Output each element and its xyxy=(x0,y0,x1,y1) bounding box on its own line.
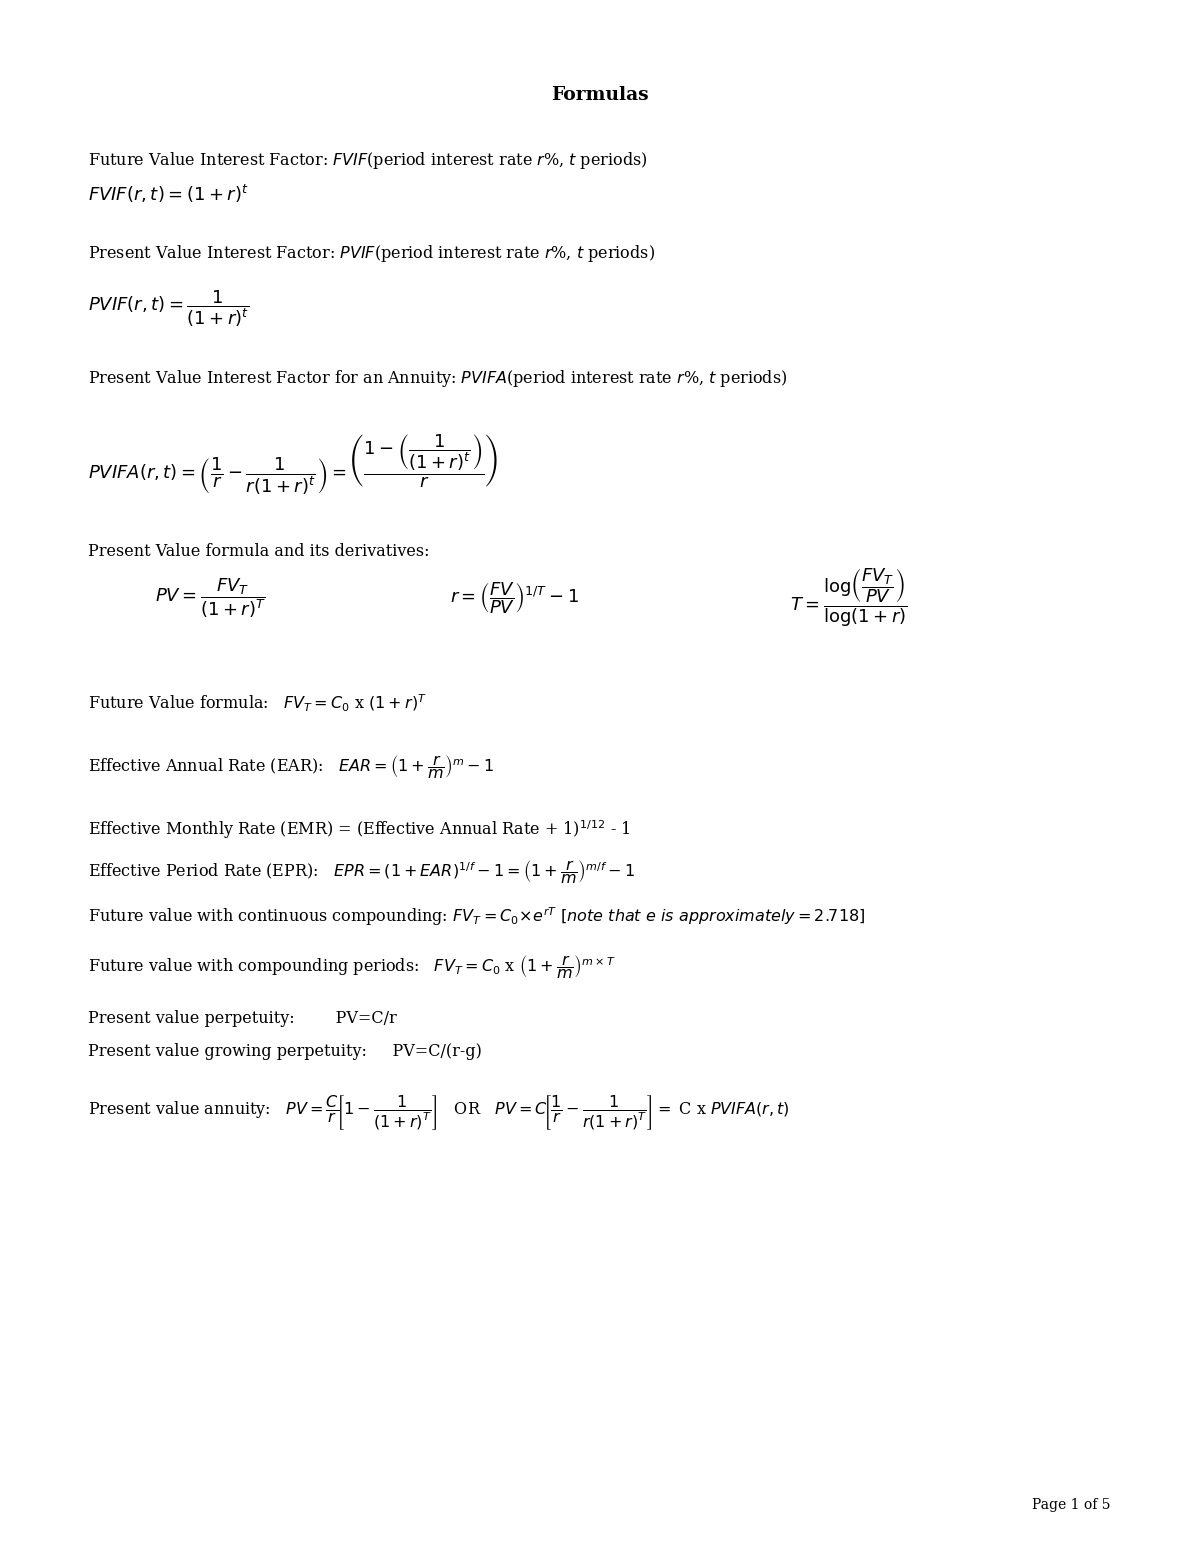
Text: Formulas: Formulas xyxy=(551,85,649,104)
Text: $\mathit{FVIF}(r,t) = (1+r)^{t}$: $\mathit{FVIF}(r,t) = (1+r)^{t}$ xyxy=(88,183,248,205)
Text: Present value perpetuity:        PV=C/r: Present value perpetuity: PV=C/r xyxy=(88,1009,397,1027)
Text: Effective Annual Rate (EAR):   $EAR = \left(1 + \dfrac{r}{m}\right)^{m} - 1$: Effective Annual Rate (EAR): $EAR = \lef… xyxy=(88,753,494,781)
Text: $T = \dfrac{\log\!\left(\dfrac{FV_{T}}{PV}\right)}{\log(1+r)}$: $T = \dfrac{\log\!\left(\dfrac{FV_{T}}{P… xyxy=(790,567,907,629)
Text: Present Value formula and its derivatives:: Present Value formula and its derivative… xyxy=(88,544,430,561)
Text: $\mathit{PVIF}(r,t) = \dfrac{1}{(1+r)^{t}}$: $\mathit{PVIF}(r,t) = \dfrac{1}{(1+r)^{t… xyxy=(88,287,250,329)
Text: $\mathit{PVIFA}(r,t) = \left(\dfrac{1}{r} - \dfrac{1}{r(1+r)^{t}}\right) = \left: $\mathit{PVIFA}(r,t) = \left(\dfrac{1}{r… xyxy=(88,433,498,497)
Text: Future value with continuous compounding: $FV_{T} = C_{0}\!\times\! e^{rT}$ $\ma: Future value with continuous compounding… xyxy=(88,905,865,927)
Text: Future Value formula:   $FV_{T} = C_{0}$ x $(1+r)^{T}$: Future Value formula: $FV_{T} = C_{0}$ x… xyxy=(88,693,427,714)
Text: $r = \left(\dfrac{FV}{PV}\right)^{1/T} - 1$: $r = \left(\dfrac{FV}{PV}\right)^{1/T} -… xyxy=(450,581,580,617)
Text: Effective Monthly Rate (EMR) = (Effective Annual Rate + 1)$^{1/12}$ - 1: Effective Monthly Rate (EMR) = (Effectiv… xyxy=(88,818,630,840)
Text: Page 1 of 5: Page 1 of 5 xyxy=(1032,1499,1110,1513)
Text: Effective Period Rate (EPR):   $EPR = (1 + EAR)^{1/f} - 1 = \left(1 + \dfrac{r}{: Effective Period Rate (EPR): $EPR = (1 +… xyxy=(88,857,635,887)
Text: Present value growing perpetuity:     PV=C/(r-g): Present value growing perpetuity: PV=C/(… xyxy=(88,1044,482,1061)
Text: Present value annuity:   $PV = \dfrac{C}{r}\!\left[1 - \dfrac{1}{(1+r)^{T}}\righ: Present value annuity: $PV = \dfrac{C}{r… xyxy=(88,1093,790,1132)
Text: Future Value Interest Factor: $\mathit{FVIF}$(period interest rate $r$%, $t$ per: Future Value Interest Factor: $\mathit{F… xyxy=(88,151,648,171)
Text: Present Value Interest Factor for an Annuity: $\mathit{PVIFA}$(period interest r: Present Value Interest Factor for an Ann… xyxy=(88,368,787,388)
Text: $PV = \dfrac{FV_{T}}{(1+r)^{T}}$: $PV = \dfrac{FV_{T}}{(1+r)^{T}}$ xyxy=(155,576,266,620)
Text: Present Value Interest Factor: $\mathit{PVIF}$(period interest rate $r$%, $t$ pe: Present Value Interest Factor: $\mathit{… xyxy=(88,242,655,264)
Text: Future value with compounding periods:   $FV_{T} = C_{0}$ x $\left(1 + \dfrac{r}: Future value with compounding periods: $… xyxy=(88,954,616,981)
